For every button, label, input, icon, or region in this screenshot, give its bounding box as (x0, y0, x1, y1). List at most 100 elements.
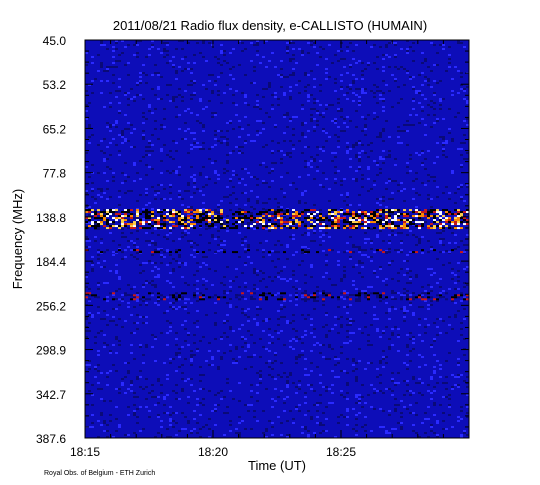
spectrogram-cell (115, 308, 118, 310)
spectrogram-cell (394, 214, 397, 216)
band-cell (301, 213, 304, 216)
band-cell (376, 249, 379, 252)
spectrogram-cell (394, 326, 397, 328)
spectrogram-cell (151, 144, 154, 146)
spectrogram-cell (307, 130, 310, 132)
spectrogram-cell (94, 366, 97, 368)
spectrogram-cell (433, 340, 436, 342)
band-cell (100, 213, 103, 216)
spectrogram-cell (460, 166, 463, 168)
spectrogram-cell (157, 268, 160, 270)
band-cell (364, 213, 367, 216)
spectrogram-cell (175, 150, 178, 152)
spectrogram-cell (175, 434, 178, 436)
spectrogram-cell (397, 142, 400, 144)
spectrogram-cell (430, 424, 433, 426)
spectrogram-cell (190, 302, 193, 304)
band-cell (310, 296, 313, 299)
spectrogram-cell (451, 78, 454, 80)
band-cell (457, 211, 460, 214)
spectrogram-cell (337, 136, 340, 138)
spectrogram-cell (196, 348, 199, 350)
spectrogram-cell (118, 90, 121, 92)
spectrogram-cell (406, 144, 409, 146)
spectrogram-cell (184, 328, 187, 330)
spectrogram-cell (100, 388, 103, 390)
spectrogram-cell (376, 376, 379, 378)
spectrogram-cell (250, 262, 253, 264)
spectrogram-cell (307, 234, 310, 236)
band-cell (373, 217, 376, 220)
spectrogram-cell (127, 74, 130, 76)
spectrogram-cell (301, 246, 304, 248)
band-cell (154, 225, 157, 228)
spectrogram-cell (379, 46, 382, 48)
spectrogram-cell (142, 116, 145, 118)
spectrogram-cell (109, 92, 112, 94)
spectrogram-cell (460, 196, 463, 198)
band-cell (433, 249, 436, 252)
band-cell (352, 215, 355, 218)
spectrogram-cell (322, 128, 325, 130)
spectrogram-cell (145, 154, 148, 156)
spectrogram-cell (97, 306, 100, 308)
spectrogram-cell (178, 348, 181, 350)
spectrogram-cell (373, 92, 376, 94)
band-cell (220, 213, 223, 216)
spectrogram-cell (370, 362, 373, 364)
spectrogram-cell (328, 188, 331, 190)
spectrogram-cell (460, 154, 463, 156)
spectrogram-cell (217, 76, 220, 78)
spectrogram-cell (463, 158, 466, 160)
spectrogram-cell (184, 308, 187, 310)
spectrogram-cell (244, 428, 247, 430)
band-cell (235, 221, 238, 224)
spectrogram-cell (187, 344, 190, 346)
spectrogram-cell (349, 304, 352, 306)
spectrogram-cell (205, 256, 208, 258)
band-cell (124, 292, 127, 295)
spectrogram-cell (343, 66, 346, 68)
spectrogram-cell (199, 266, 202, 268)
spectrogram-cell (91, 414, 94, 416)
spectrogram-cell (442, 154, 445, 156)
spectrogram-cell (199, 148, 202, 150)
spectrogram-cell (235, 348, 238, 350)
spectrogram-cell (307, 248, 310, 250)
band-cell (208, 215, 211, 218)
band-cell (304, 223, 307, 226)
spectrogram-cell (181, 298, 184, 300)
spectrogram-cell (457, 358, 460, 360)
spectrogram-cell (172, 302, 175, 304)
band-cell (427, 217, 430, 220)
spectrogram-cell (85, 90, 88, 92)
spectrogram-cell (232, 358, 235, 360)
spectrogram-cell (457, 340, 460, 342)
band-cell (268, 225, 271, 228)
spectrogram-cell (334, 182, 337, 184)
band-cell (172, 294, 175, 297)
spectrogram-cell (310, 324, 313, 326)
spectrogram-cell (439, 98, 442, 100)
spectrogram-cell (445, 396, 448, 398)
band-cell (457, 217, 460, 220)
spectrogram-cell (253, 342, 256, 344)
spectrogram-cell (202, 166, 205, 168)
spectrogram-cell (295, 392, 298, 394)
spectrogram-cell (394, 56, 397, 58)
spectrogram-cell (184, 428, 187, 430)
band-cell (406, 215, 409, 218)
spectrogram-cell (289, 346, 292, 348)
spectrogram-cell (238, 64, 241, 66)
spectrogram-cell (277, 338, 280, 340)
spectrogram-cell (130, 240, 133, 242)
spectrogram-cell (445, 388, 448, 390)
spectrogram-cell (127, 294, 130, 296)
spectrogram-cell (193, 256, 196, 258)
band-cell (430, 296, 433, 299)
spectrogram-cell (421, 252, 424, 254)
spectrogram-cell (244, 240, 247, 242)
spectrogram-cell (412, 314, 415, 316)
band-cell (310, 213, 313, 216)
spectrogram-cell (217, 392, 220, 394)
